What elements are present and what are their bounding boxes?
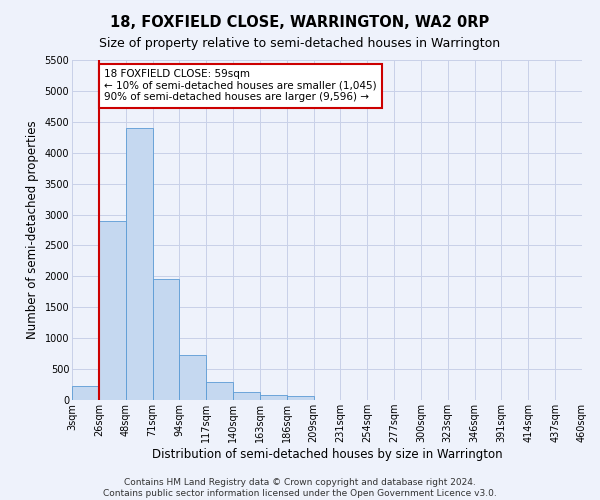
Bar xyxy=(233,392,260,400)
Text: 18 FOXFIELD CLOSE: 59sqm
← 10% of semi-detached houses are smaller (1,045)
90% o: 18 FOXFIELD CLOSE: 59sqm ← 10% of semi-d… xyxy=(104,70,377,102)
Y-axis label: Number of semi-detached properties: Number of semi-detached properties xyxy=(26,120,39,340)
Bar xyxy=(260,395,287,400)
X-axis label: Distribution of semi-detached houses by size in Warrington: Distribution of semi-detached houses by … xyxy=(152,448,502,461)
Bar xyxy=(179,355,206,400)
Bar xyxy=(287,396,314,400)
Text: 18, FOXFIELD CLOSE, WARRINGTON, WA2 0RP: 18, FOXFIELD CLOSE, WARRINGTON, WA2 0RP xyxy=(110,15,490,30)
Bar xyxy=(99,220,125,400)
Bar xyxy=(125,128,152,400)
Bar xyxy=(206,382,233,400)
Text: Contains HM Land Registry data © Crown copyright and database right 2024.
Contai: Contains HM Land Registry data © Crown c… xyxy=(103,478,497,498)
Bar xyxy=(152,280,179,400)
Text: Size of property relative to semi-detached houses in Warrington: Size of property relative to semi-detach… xyxy=(100,38,500,51)
Bar xyxy=(72,386,99,400)
